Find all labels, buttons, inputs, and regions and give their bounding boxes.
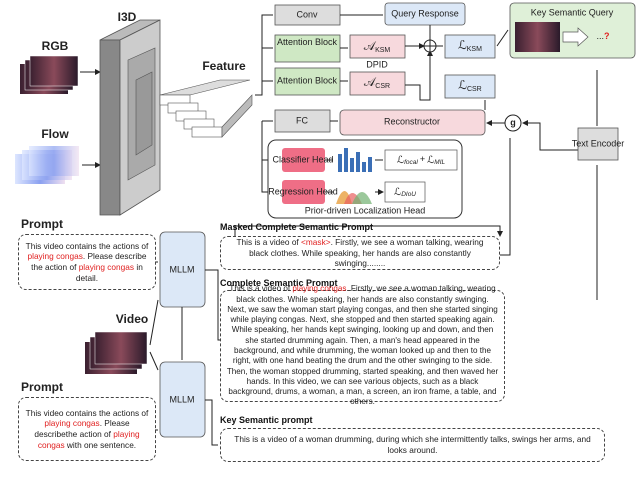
text: This video contains the actions of xyxy=(25,240,149,251)
paragraph: This is a video of a woman drumming, dur… xyxy=(226,434,599,455)
box xyxy=(282,180,325,204)
text-box: This is a video of a woman drumming, dur… xyxy=(220,428,605,462)
panel-title: Prior-driven Localization Head xyxy=(305,205,426,215)
video-thumb xyxy=(515,22,560,52)
arrow xyxy=(500,70,598,300)
highlight-text: playing congas xyxy=(78,262,135,272)
label: I3D xyxy=(118,10,137,24)
text: . Firstly, we see a woman talking, weari… xyxy=(226,284,499,407)
math: ℒfocal + ℒMIL xyxy=(397,154,446,165)
highlight-text: <mask> xyxy=(301,237,331,248)
box xyxy=(384,2,466,26)
highlight-text: playing congas xyxy=(44,418,100,429)
arrow xyxy=(149,225,500,446)
box xyxy=(384,181,426,203)
box xyxy=(339,109,486,136)
block-label: Attention Block xyxy=(277,37,338,47)
arrow-icon xyxy=(562,27,589,47)
box xyxy=(444,34,496,59)
text: This is a video of xyxy=(229,284,293,294)
math: 𝒜CSR xyxy=(364,75,390,90)
arrow xyxy=(340,14,443,101)
block-label: MLLM xyxy=(169,394,194,404)
rgb-frames xyxy=(20,55,79,94)
prompt-text: This video contains the actions of playi… xyxy=(24,408,150,450)
block-label: Query Response xyxy=(391,8,459,18)
block-label: FC xyxy=(296,115,308,125)
section-title: Masked Complete Semantic Prompt xyxy=(220,222,374,232)
label: Flow xyxy=(41,127,69,141)
math: ℒCSR xyxy=(458,78,481,93)
prompt-box: This video contains the actions of playi… xyxy=(18,397,156,461)
math: ℒKSM xyxy=(458,38,482,53)
section-title: Complete Semantic Prompt xyxy=(220,278,338,288)
i3d-block xyxy=(99,19,161,216)
arrow xyxy=(325,159,383,192)
text: in detail. xyxy=(75,262,143,283)
block-label: Attention Block xyxy=(277,75,338,85)
text: with one sentence. xyxy=(64,439,137,450)
paragraph: This is a video of playing congas. First… xyxy=(226,284,499,408)
section-title: Key Semantic prompt xyxy=(220,415,313,425)
bars-icon xyxy=(338,148,372,172)
box xyxy=(577,127,619,161)
label: Prompt xyxy=(21,380,63,394)
block-label: ...? xyxy=(596,31,609,41)
block-label: Text Encoder xyxy=(572,138,625,148)
block-label: Regression Head xyxy=(268,186,338,196)
math: 𝒜KSM xyxy=(364,39,391,54)
plus xyxy=(424,40,436,52)
text: This video contains the actions of xyxy=(25,407,149,418)
highlight-text: playing congas xyxy=(27,251,83,262)
paragraph: This is a video of <mask>. Firstly, we s… xyxy=(226,237,494,269)
dist-icon xyxy=(336,191,372,204)
flow-frames xyxy=(15,146,79,184)
block-label: Classifier Head xyxy=(272,154,333,164)
label: Video xyxy=(116,312,148,326)
panel-title: Key Semantic Query xyxy=(531,7,614,17)
text: . Firstly, we see a woman talking, weari… xyxy=(249,237,484,269)
feature-blocks xyxy=(159,79,253,138)
block-label: Reconstructor xyxy=(384,116,440,126)
block-label: Conv xyxy=(296,9,318,19)
text-box: This is a video of <mask>. Firstly, we s… xyxy=(220,236,500,270)
box xyxy=(274,67,341,96)
box xyxy=(349,71,406,96)
block-label: MLLM xyxy=(169,264,194,274)
text-box: This is a video of playing congas. First… xyxy=(220,284,505,406)
math: ℒDIoU xyxy=(394,187,416,198)
highlight-text: playing congas xyxy=(37,429,140,450)
text: . Please describe the action of xyxy=(31,251,147,272)
prompt-box: This video contains the actions of playi… xyxy=(18,234,156,290)
label: Prompt xyxy=(21,217,63,231)
label: RGB xyxy=(42,39,69,53)
box xyxy=(444,74,496,99)
highlight-text: playing congas xyxy=(292,284,347,294)
arrow xyxy=(340,46,424,82)
text: . Please describethe action of xyxy=(34,418,130,439)
video-frames xyxy=(85,331,148,374)
arrow xyxy=(330,29,509,123)
box xyxy=(384,149,458,171)
label: Feature xyxy=(202,59,246,73)
arrow xyxy=(255,14,279,192)
block-label: DPID xyxy=(366,59,388,69)
box xyxy=(282,148,325,172)
text: This is a video of xyxy=(236,237,302,248)
block-label: g xyxy=(510,117,516,127)
text: This is a video of a woman drumming, dur… xyxy=(234,434,591,455)
prompt-text: This video contains the actions of playi… xyxy=(24,241,150,283)
